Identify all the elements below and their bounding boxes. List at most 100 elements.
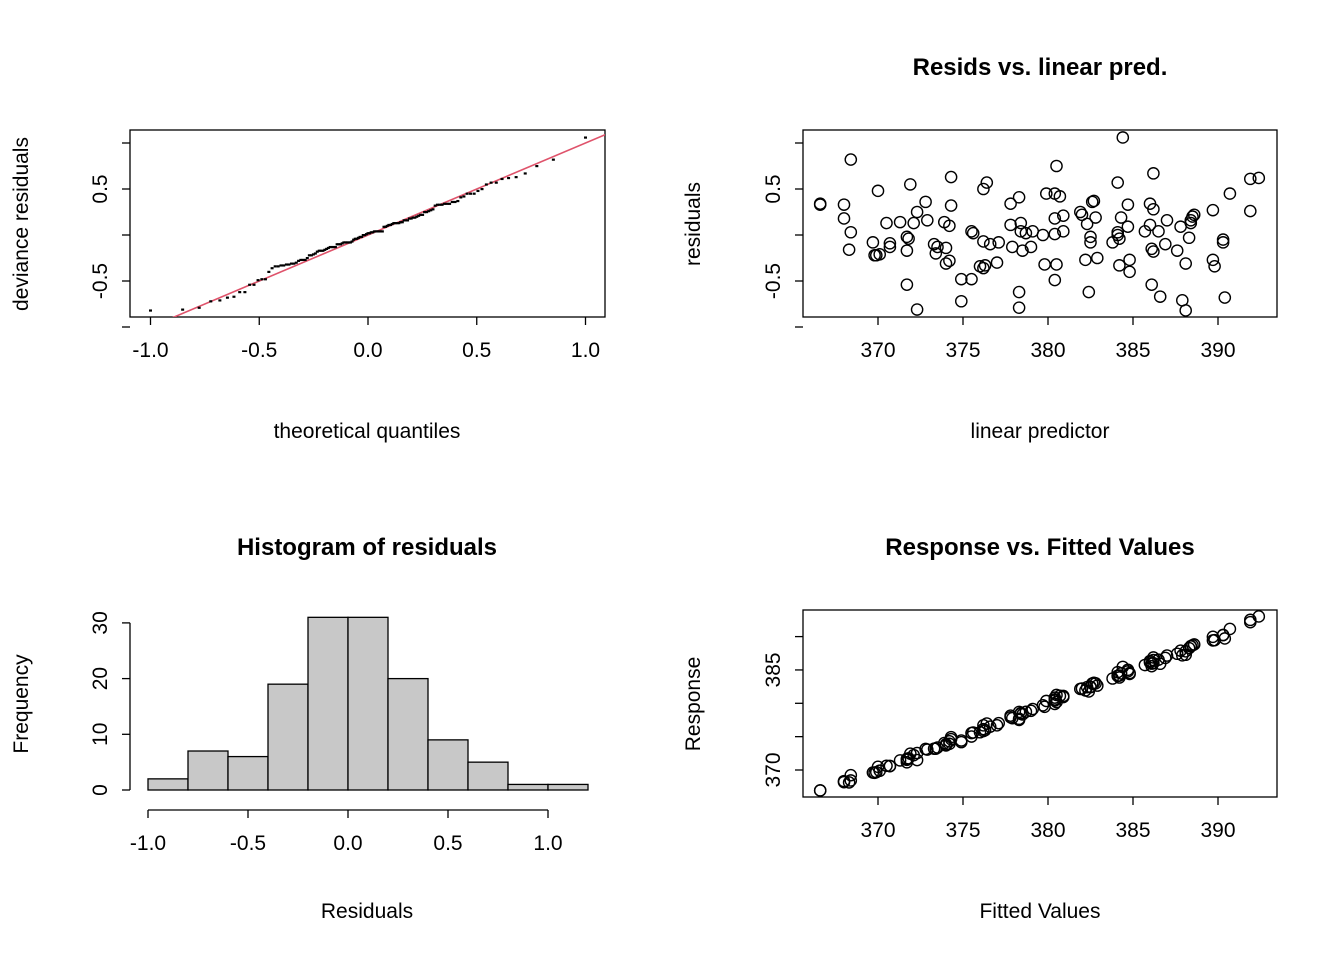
qq-point [287, 263, 291, 266]
qq-point [282, 264, 286, 267]
x-tick-label: 380 [1030, 819, 1065, 842]
data-point [1040, 694, 1053, 708]
data-point [1014, 216, 1028, 230]
data-point [955, 294, 968, 308]
qq-point [332, 245, 336, 249]
qq-point [384, 225, 388, 228]
y-tick-label: 385 [762, 652, 785, 687]
qq-point [421, 213, 425, 216]
data-point [1160, 213, 1174, 227]
data-point [1084, 230, 1097, 244]
qq-point [448, 202, 452, 205]
x-tick-label: 0.0 [333, 832, 362, 855]
qq-point [335, 243, 339, 246]
y-tick-label: 10 [89, 723, 112, 746]
qq-point [267, 270, 271, 273]
data-point [910, 753, 924, 767]
chart-title: Histogram of residuals [237, 534, 497, 561]
x-tick-label: 380 [1030, 339, 1065, 362]
qq-point [382, 225, 386, 228]
data-point [1184, 216, 1198, 230]
data-point [1121, 220, 1135, 234]
qq-point [263, 278, 267, 281]
data-point [1016, 244, 1029, 257]
qq-point [407, 217, 411, 220]
data-point [1208, 259, 1221, 273]
qq-point [273, 265, 277, 268]
data-point [1012, 285, 1026, 299]
qq-point [197, 306, 201, 309]
qq-point [494, 181, 498, 184]
data-point [837, 775, 851, 789]
qq-point [333, 245, 337, 249]
qq-point [319, 249, 323, 252]
data-point [1252, 610, 1266, 623]
qq-point [535, 165, 539, 168]
qq-point [340, 242, 344, 245]
data-point [1153, 290, 1167, 303]
data-point [813, 197, 827, 211]
qq-point [404, 219, 408, 222]
histogram-bar [307, 616, 349, 791]
qq-point [248, 283, 252, 286]
data-point [900, 278, 914, 291]
qq-point [225, 296, 229, 299]
qq-point [339, 243, 343, 246]
data-point [1116, 131, 1130, 144]
data-point [1019, 705, 1033, 719]
data-point [1036, 228, 1050, 242]
qq-point [326, 246, 330, 250]
qq-point [355, 237, 359, 240]
qq-point [380, 230, 384, 233]
data-point [910, 205, 924, 219]
y-axis-label: residuals [682, 182, 705, 266]
qq-point [459, 196, 463, 199]
data-point [978, 259, 992, 272]
data-point [929, 247, 943, 260]
data-point [1218, 632, 1232, 645]
qq-point [392, 222, 396, 225]
data-point [1024, 704, 1038, 718]
data-point [983, 237, 997, 251]
data-point [1123, 253, 1136, 267]
qq-point [305, 257, 309, 260]
qq-point [366, 232, 370, 235]
data-point [1084, 236, 1097, 249]
data-point [842, 776, 856, 789]
qq-point [307, 254, 311, 257]
qq-point [440, 203, 444, 206]
qq-point [389, 223, 393, 227]
data-point [883, 236, 897, 250]
qq-point [450, 200, 454, 204]
data-point [977, 235, 990, 248]
chart-title: Response vs. Fitted Values [885, 534, 1194, 561]
qq-point [374, 230, 378, 233]
data-point [893, 215, 907, 229]
qq-point [456, 199, 460, 203]
qq-point [399, 221, 403, 224]
data-point [844, 153, 858, 166]
data-point [919, 195, 932, 209]
y-tick-label: 30 [89, 611, 112, 634]
data-point [873, 248, 887, 261]
data-point [1048, 212, 1062, 225]
y-tick-label: 0 [89, 784, 112, 796]
data-point [943, 219, 956, 233]
qq-point [352, 238, 356, 241]
reference-line [172, 133, 605, 317]
qq-point [323, 248, 327, 251]
data-point [977, 261, 990, 275]
data-point [1123, 667, 1136, 681]
qq-point [289, 262, 293, 265]
histogram-bar [467, 761, 509, 791]
data-point [990, 256, 1004, 269]
data-point [880, 216, 893, 230]
qq-point [393, 222, 397, 225]
data-point [1106, 236, 1119, 249]
qq-point [276, 265, 280, 268]
x-tick-label: 390 [1200, 339, 1235, 362]
data-point [1216, 233, 1230, 246]
qq-point [415, 215, 419, 218]
data-point [1053, 190, 1067, 203]
